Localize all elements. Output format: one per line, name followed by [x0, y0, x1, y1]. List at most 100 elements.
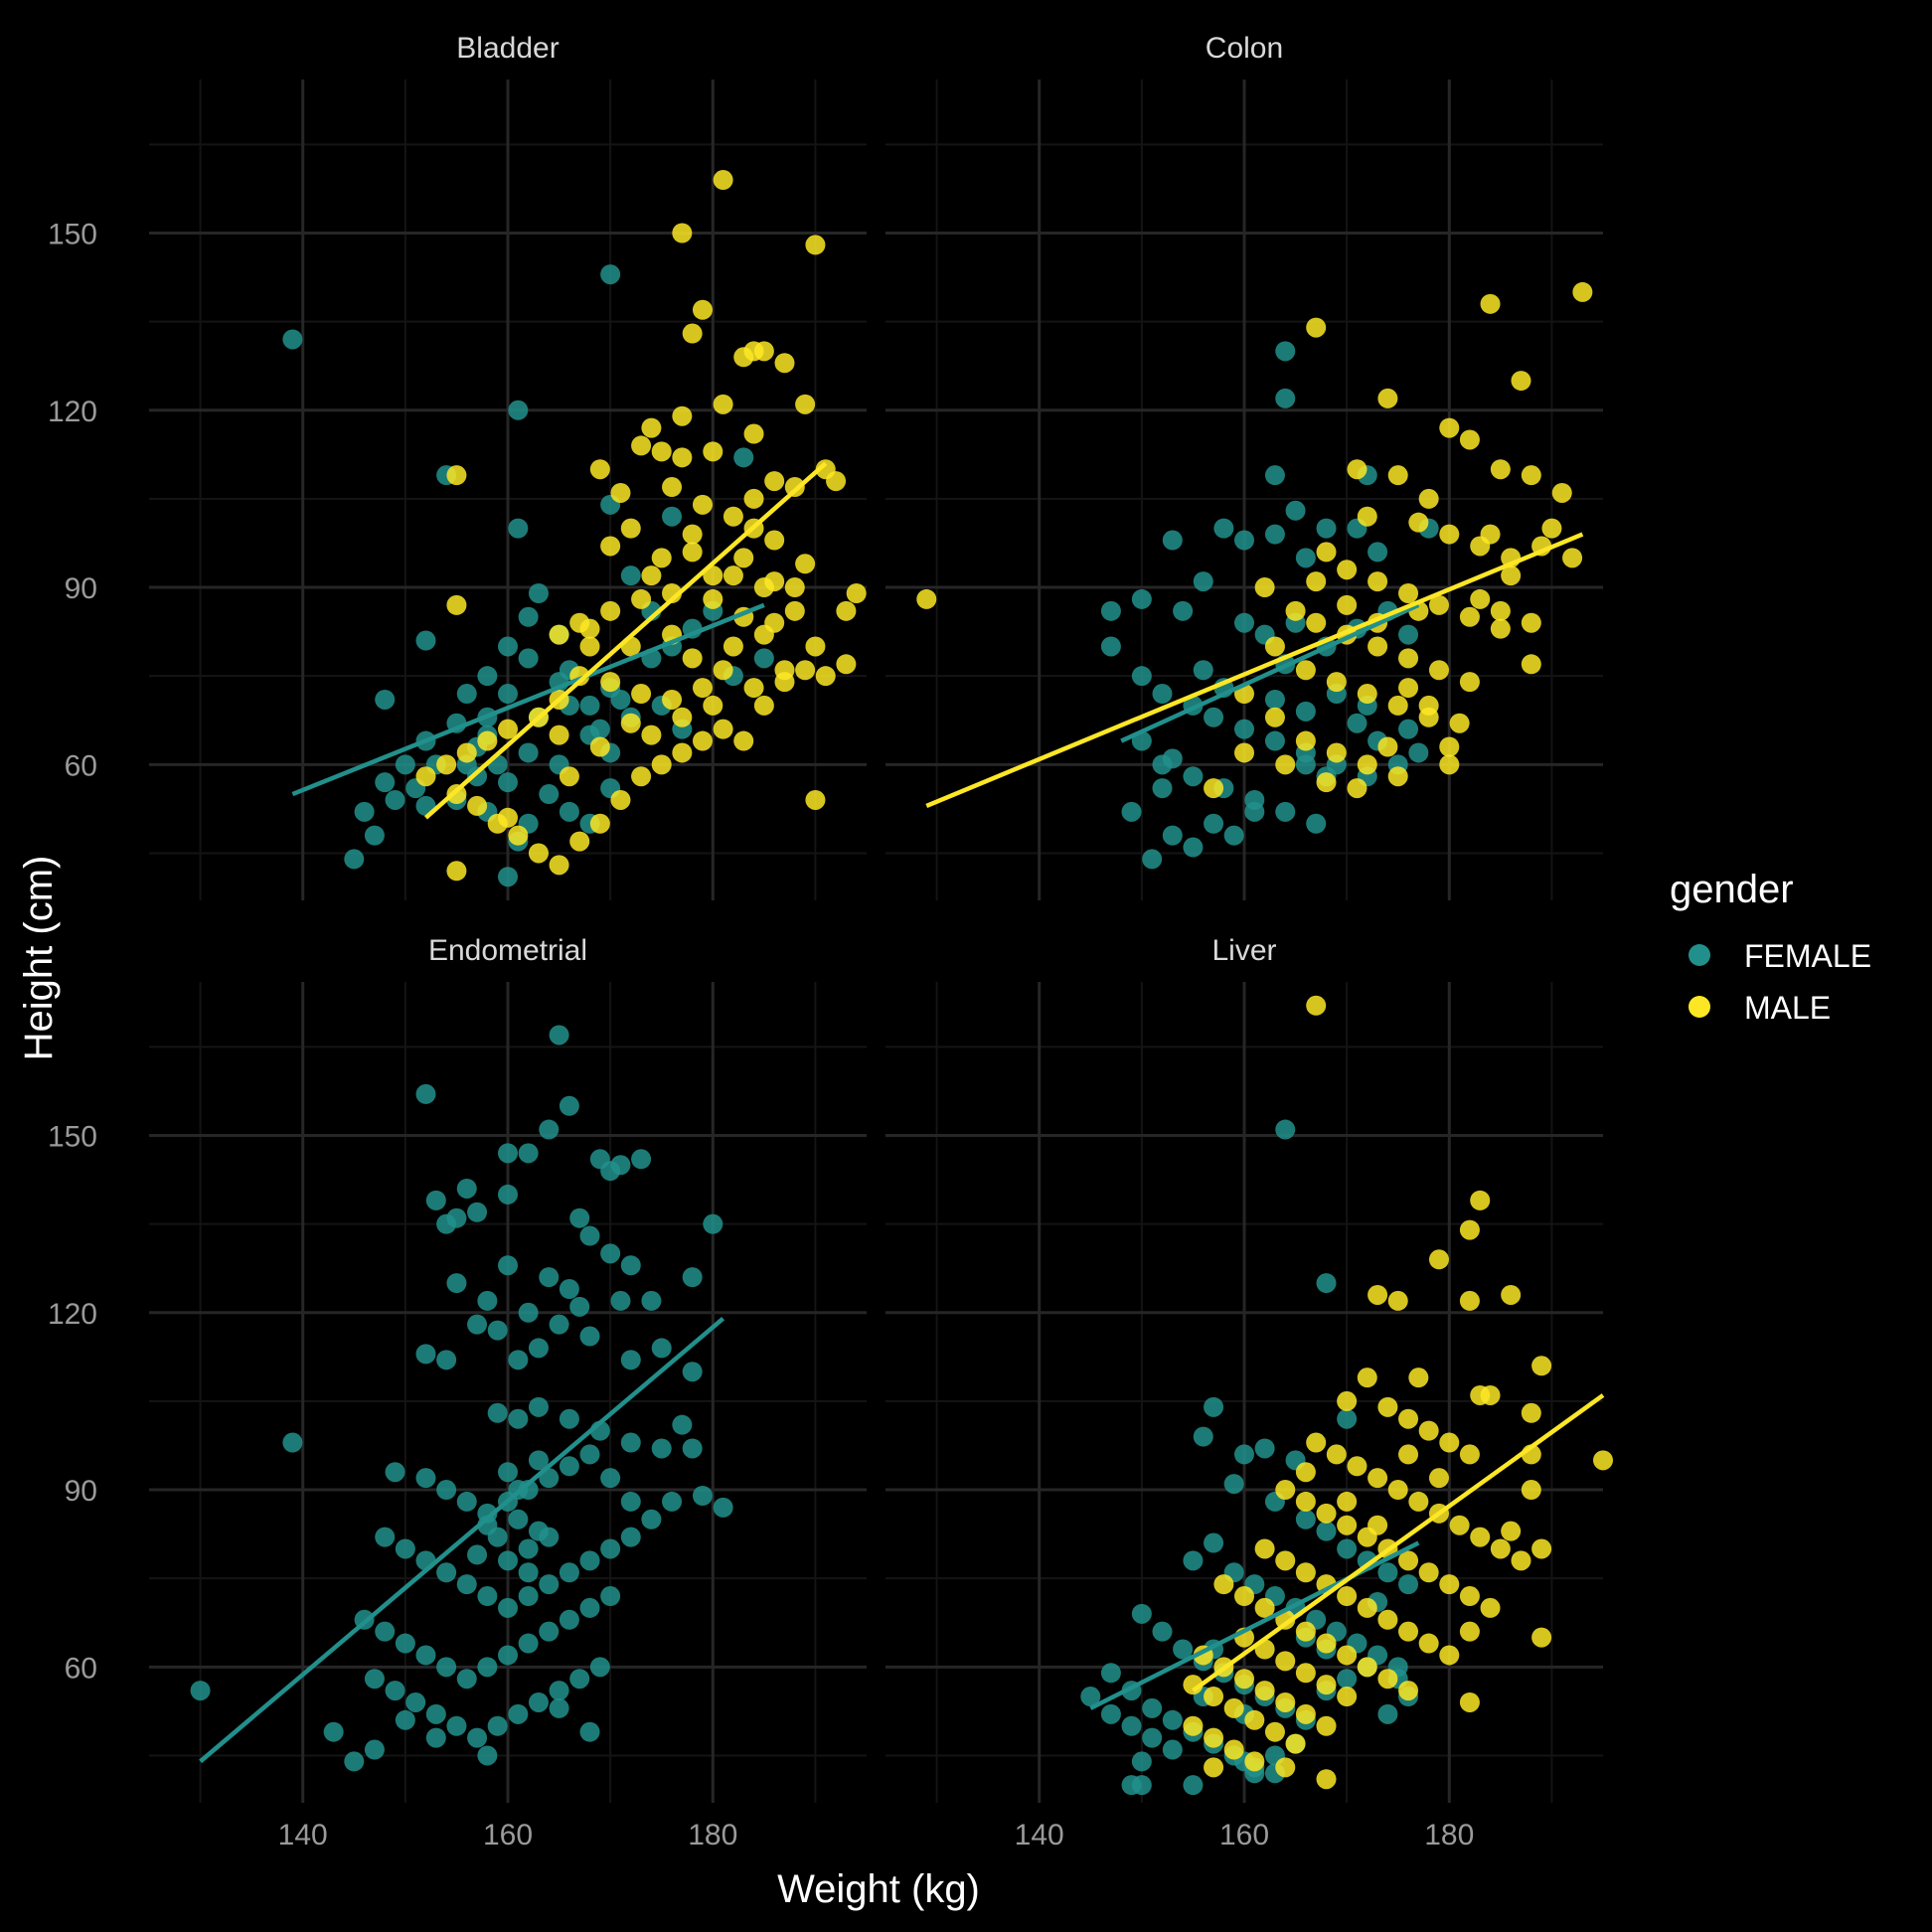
point-endometrial-female — [579, 1721, 600, 1742]
point-endometrial-female — [569, 1208, 590, 1228]
point-endometrial-female — [579, 1550, 600, 1571]
point-bladder-female — [600, 264, 621, 285]
point-bladder-male — [631, 588, 652, 609]
point-colon-male — [1459, 672, 1480, 693]
point-endometrial-female — [589, 1657, 610, 1678]
point-bladder-male — [600, 600, 621, 621]
point-colon-male — [1368, 636, 1388, 657]
point-liver-male — [1213, 1574, 1234, 1595]
point-colon-male — [1264, 707, 1285, 727]
point-bladder-female — [518, 606, 539, 627]
point-endometrial-female — [518, 1562, 539, 1583]
point-liver-male — [1439, 1645, 1460, 1666]
point-liver-male — [1337, 1390, 1358, 1411]
point-endometrial-female — [364, 1739, 385, 1760]
point-colon-male — [1480, 524, 1501, 545]
point-liver-female — [1080, 1687, 1101, 1707]
point-endometrial-female — [672, 1414, 693, 1435]
point-bladder-male — [713, 660, 733, 681]
point-endometrial-female — [559, 1095, 579, 1116]
point-colon-female — [1234, 612, 1254, 633]
point-endometrial-female — [344, 1751, 365, 1772]
point-bladder-male — [672, 707, 693, 727]
point-colon-male — [1562, 548, 1583, 568]
point-bladder-male — [682, 648, 703, 669]
point-colon-female — [1162, 530, 1183, 551]
point-liver-male — [1316, 1503, 1337, 1524]
legend-key-female — [1689, 944, 1710, 966]
panel-bladder: Bladder 60 90 120 150 — [48, 32, 867, 900]
point-liver-male — [1449, 1515, 1470, 1535]
point-colon-male — [1459, 606, 1480, 627]
point-endometrial-female — [415, 1083, 436, 1104]
point-endometrial-female — [620, 1432, 641, 1453]
point-bladder-male — [692, 299, 713, 320]
point-colon-female — [1244, 801, 1265, 822]
point-liver-male — [1593, 1450, 1613, 1471]
point-liver-male — [1398, 1681, 1419, 1701]
point-bladder-female — [508, 400, 529, 420]
point-colon-male — [1449, 713, 1470, 733]
y-tick-label: 60 — [65, 1652, 97, 1685]
point-endometrial-female — [539, 1527, 560, 1547]
point-endometrial-female — [498, 1255, 518, 1276]
point-endometrial-female — [579, 1326, 600, 1347]
point-bladder-male — [703, 695, 724, 716]
point-bladder-male — [692, 730, 713, 751]
point-bladder-male — [723, 506, 743, 527]
panel-title-endometrial: Endometrial — [428, 934, 587, 967]
point-bladder-male — [589, 813, 610, 834]
point-endometrial-female — [559, 1562, 579, 1583]
point-bladder-male — [682, 542, 703, 563]
point-liver-female — [1377, 1703, 1398, 1724]
point-liver-male — [1295, 1621, 1316, 1642]
point-endometrial-female — [559, 1408, 579, 1429]
point-colon-male — [1357, 506, 1377, 527]
point-endometrial-female — [498, 1462, 518, 1483]
point-liver-female — [1337, 1669, 1358, 1690]
point-colon-female — [1223, 825, 1244, 846]
point-bladder-female — [477, 666, 498, 687]
point-liver-male — [1368, 1468, 1388, 1489]
point-bladder-female — [528, 582, 549, 603]
point-liver-male — [1337, 1645, 1358, 1666]
point-bladder-male — [836, 654, 857, 675]
point-bladder-male — [610, 789, 631, 810]
point-liver-male — [1368, 1515, 1388, 1535]
point-colon-male — [1275, 754, 1296, 775]
y-tick-label: 90 — [65, 572, 97, 605]
point-liver-male — [1521, 1480, 1541, 1501]
point-colon-male — [1234, 742, 1254, 763]
point-liver-male — [1234, 1669, 1254, 1690]
point-liver-male — [1439, 1574, 1460, 1595]
point-bladder-male — [600, 672, 621, 693]
point-colon-male — [1521, 654, 1541, 675]
point-colon-male — [1285, 600, 1306, 621]
point-endometrial-female — [456, 1491, 477, 1512]
point-bladder-male — [784, 577, 805, 598]
point-colon-female — [1285, 500, 1306, 521]
point-colon-male — [1347, 778, 1368, 799]
point-liver-male — [1459, 1444, 1480, 1465]
point-endometrial-female — [528, 1338, 549, 1359]
point-colon-male — [1264, 636, 1285, 657]
point-colon-female — [1131, 588, 1152, 609]
point-liver-male — [1428, 1249, 1449, 1270]
point-bladder-male — [836, 600, 857, 621]
point-colon-male — [1295, 660, 1316, 681]
point-colon-female — [1295, 548, 1316, 568]
point-colon-male — [1490, 600, 1511, 621]
legend: gender FEMALE MALE — [1670, 868, 1871, 1026]
point-bladder-male — [682, 323, 703, 344]
point-bladder-male — [774, 672, 795, 693]
point-liver-male — [1275, 1691, 1296, 1712]
point-liver-male — [1295, 1703, 1316, 1724]
point-liver-male — [1275, 1480, 1296, 1501]
point-bladder-male — [569, 831, 590, 852]
point-liver-male — [1459, 1290, 1480, 1311]
point-bladder-male — [713, 394, 733, 414]
point-colon-male — [1398, 678, 1419, 699]
point-liver-female — [1131, 1775, 1152, 1796]
point-colon-female — [1368, 542, 1388, 563]
point-colon-female — [1183, 766, 1204, 787]
